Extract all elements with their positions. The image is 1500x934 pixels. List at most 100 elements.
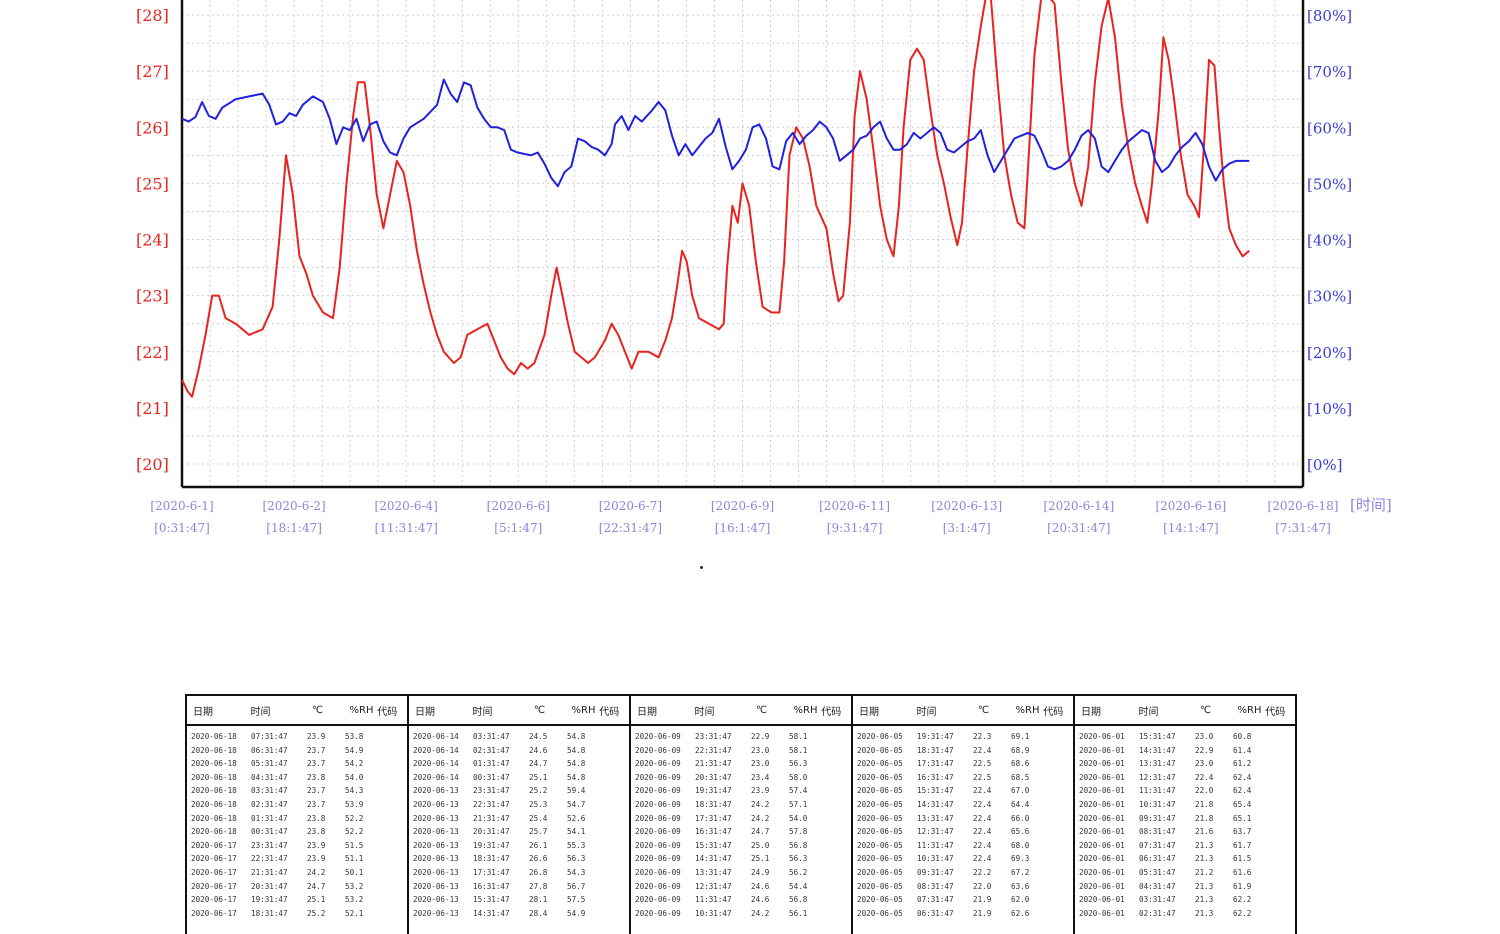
table-header: 日期 时间 ℃ %RH 代码 (1075, 696, 1295, 726)
table-header-cell: 日期 (1081, 706, 1101, 718)
table-cell: 19:31:47 (917, 732, 954, 741)
table-cell: 2020-06-05 (857, 786, 903, 796)
table-cell: 2020-06-13 (413, 827, 459, 837)
left-tick-label: [28] (136, 6, 169, 25)
table-row: 2020-06-18 07:31:47 23.9 53.8 (187, 730, 407, 744)
table-cell: 03:31:47 (1139, 895, 1176, 905)
table-row: 2020-06-14 03:31:47 24.5 54.8 (409, 730, 629, 744)
x-tick-label-time: [14:1:47] (1163, 521, 1219, 535)
table-cell: 50.1 (345, 867, 364, 877)
table-cell: 54.3 (345, 786, 364, 796)
table-cell: 06:31:47 (251, 745, 288, 755)
table-row: 2020-06-09 11:31:47 24.6 56.8 (631, 893, 851, 907)
table-cell: 22.4 (1195, 772, 1214, 782)
table-cell: 2020-06-01 (1079, 854, 1125, 864)
table-header-cell: ℃ (311, 704, 324, 716)
table-header-cell: 时间 (250, 706, 271, 718)
table-row: 2020-06-05 10:31:47 22.4 69.3 (853, 852, 1073, 866)
table-cell: 12:31:47 (1139, 772, 1176, 782)
table-row: 2020-06-09 22:31:47 23.0 58.1 (631, 744, 851, 758)
table-cell: 24.6 (751, 895, 770, 905)
table-header: 日期 时间 ℃ %RH 代码 (853, 696, 1073, 726)
table-header-cell: 代码 (821, 706, 842, 718)
table-cell: 2020-06-09 (635, 786, 681, 796)
x-tick-label-time: [3:1:47] (943, 521, 991, 535)
table-cell: 24.9 (751, 867, 770, 877)
table-cell: 12:31:47 (695, 881, 732, 891)
table-cell: 54.8 (567, 772, 586, 782)
table-cell: 68.5 (1011, 772, 1030, 782)
table-cell: 2020-06-05 (857, 745, 903, 755)
table-header: 日期 时间 ℃ %RH 代码 (409, 696, 629, 726)
table-cell: 2020-06-09 (635, 881, 681, 891)
table-cell: 22.9 (1195, 745, 1214, 755)
right-tick-label: [40%] (1307, 232, 1352, 250)
table-cell: 62.6 (1011, 908, 1030, 918)
table-cell: 52.1 (345, 908, 364, 918)
right-tick-label: [20%] (1307, 344, 1352, 362)
table-cell: 2020-06-01 (1079, 799, 1125, 809)
table-row: 2020-06-18 01:31:47 23.8 52.2 (187, 812, 407, 826)
table-cell: 13:31:47 (1139, 759, 1176, 769)
table-row: 2020-06-05 16:31:47 22.5 68.5 (853, 771, 1073, 785)
left-axis-ticks: [20] [21] [22] [23] [24] [25] [26] [27] [28] (136, 6, 169, 474)
left-tick-label: [26] (136, 118, 169, 137)
table-header-cell: 代码 (377, 706, 398, 718)
table-row: 2020-06-05 12:31:47 22.4 65.6 (853, 825, 1073, 839)
table-row: 2020-06-05 08:31:47 22.0 63.6 (853, 880, 1073, 894)
table-cell: 24.2 (751, 799, 770, 809)
table-header-cell: 日期 (637, 706, 657, 718)
table-header-cell: 时间 (694, 706, 715, 718)
table-row: 2020-06-18 02:31:47 23.7 53.9 (187, 798, 407, 812)
table-cell: 21.3 (1195, 881, 1214, 891)
table-cell: 24.7 (307, 881, 326, 891)
table-cell: 2020-06-13 (413, 867, 459, 877)
table-row: 2020-06-09 21:31:47 23.0 56.3 (631, 757, 851, 771)
table-cell: 25.1 (307, 895, 326, 905)
table-cell: 2020-06-09 (635, 772, 681, 782)
table-row: 2020-06-05 11:31:47 22.4 68.0 (853, 839, 1073, 853)
table-cell: 62.4 (1233, 772, 1252, 782)
left-tick-label: [23] (136, 287, 169, 306)
x-tick-label-date: [2020-6-14] (1043, 499, 1114, 513)
table-cell: 54.7 (567, 799, 586, 809)
table-cell: 10:31:47 (695, 908, 732, 918)
table-cell: 2020-06-17 (191, 854, 237, 864)
table-header-cell: %RH (571, 704, 596, 716)
table-cell: 24.5 (529, 732, 548, 741)
table-cell: 2020-06-01 (1079, 881, 1125, 891)
table-cell: 22.0 (973, 881, 992, 891)
table-cell: 2020-06-18 (191, 813, 237, 823)
table-row: 2020-06-18 03:31:47 23.7 54.3 (187, 784, 407, 798)
table-row: 2020-06-05 09:31:47 22.2 67.2 (853, 866, 1073, 880)
table-column: 日期 时间 ℃ %RH 代码 2020-06-05 19:31:47 22.3 69.1 2020… (851, 696, 1073, 934)
table-cell: 26.1 (529, 840, 548, 850)
table-row: 2020-06-13 17:31:47 26.8 54.3 (409, 866, 629, 880)
table-cell: 2020-06-13 (413, 786, 459, 796)
x-tick-label-time: [9:31:47] (827, 521, 883, 535)
table-cell: 63.6 (1011, 881, 1030, 891)
table-cell: 2020-06-09 (635, 745, 681, 755)
table-cell: 22.4 (973, 840, 992, 850)
table-cell: 54.4 (789, 881, 808, 891)
x-tick-label-time: [11:31:47] (375, 521, 438, 535)
chart-grid (181, 0, 1304, 487)
table-cell: 25.7 (529, 827, 548, 837)
chart-axes (180, 0, 1305, 489)
table-row: 2020-06-09 15:31:47 25.0 56.8 (631, 839, 851, 853)
table-cell: 26.6 (529, 854, 548, 864)
table-cell: 22.9 (751, 732, 770, 741)
table-cell: 15:31:47 (1139, 732, 1176, 741)
table-row: 2020-06-05 17:31:47 22.5 68.6 (853, 757, 1073, 771)
table-column: 日期 时间 ℃ %RH 代码 2020-06-09 23:31:47 22.9 58.1 2020… (629, 696, 851, 934)
table-cell: 21:31:47 (473, 813, 510, 823)
table-cell: 62.2 (1233, 908, 1252, 918)
table-row: 2020-06-17 22:31:47 23.9 51.1 (187, 852, 407, 866)
table-cell: 05:31:47 (1139, 867, 1176, 877)
right-tick-label: [50%] (1307, 175, 1352, 193)
table-cell: 22.3 (973, 732, 992, 741)
table-cell: 2020-06-05 (857, 799, 903, 809)
table-column: 日期 时间 ℃ %RH 代码 2020-06-18 07:31:47 23.9 53.8 2020… (187, 696, 407, 934)
table-cell: 2020-06-05 (857, 813, 903, 823)
table-cell: 2020-06-13 (413, 854, 459, 864)
